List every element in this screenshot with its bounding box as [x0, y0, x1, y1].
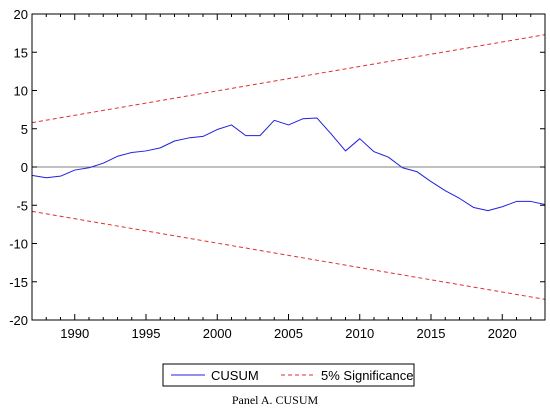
y-tick-label: -15: [9, 275, 28, 290]
x-tick-label: 2020: [488, 326, 517, 341]
y-tick-label: 5: [21, 122, 28, 137]
upper-significance-line: [31, 34, 546, 124]
cusum-line: [31, 117, 546, 212]
chart-caption: Panel A. CUSUM: [232, 393, 319, 407]
x-tick-label: 2010: [345, 326, 374, 341]
legend-label: 5% Significance: [321, 368, 414, 383]
y-tick-label: -10: [9, 237, 28, 252]
legend: CUSUM 5% Significance: [162, 363, 415, 387]
y-tick-label: -5: [16, 198, 28, 213]
lower-significance-line: [31, 210, 546, 300]
x-tick-label: 1990: [60, 326, 89, 341]
legend-label: CUSUM: [211, 368, 259, 383]
y-tick-label: 0: [21, 160, 28, 175]
x-tick-label: 2005: [274, 326, 303, 341]
y-axis: -20 -15 -10 -5 0 5 10 15 20: [9, 7, 545, 328]
series-layer: [31, 34, 546, 300]
x-tick-label: 2015: [417, 326, 446, 341]
x-tick-label: 1995: [132, 326, 161, 341]
y-tick-label: 15: [14, 45, 28, 60]
y-tick-label: -20: [9, 313, 28, 328]
y-tick-label: 10: [14, 84, 28, 99]
x-tick-label: 2000: [203, 326, 232, 341]
x-axis: 1990 1995 2000 2005 2010 2015 2020: [31, 14, 546, 341]
y-tick-label: 20: [14, 7, 28, 22]
